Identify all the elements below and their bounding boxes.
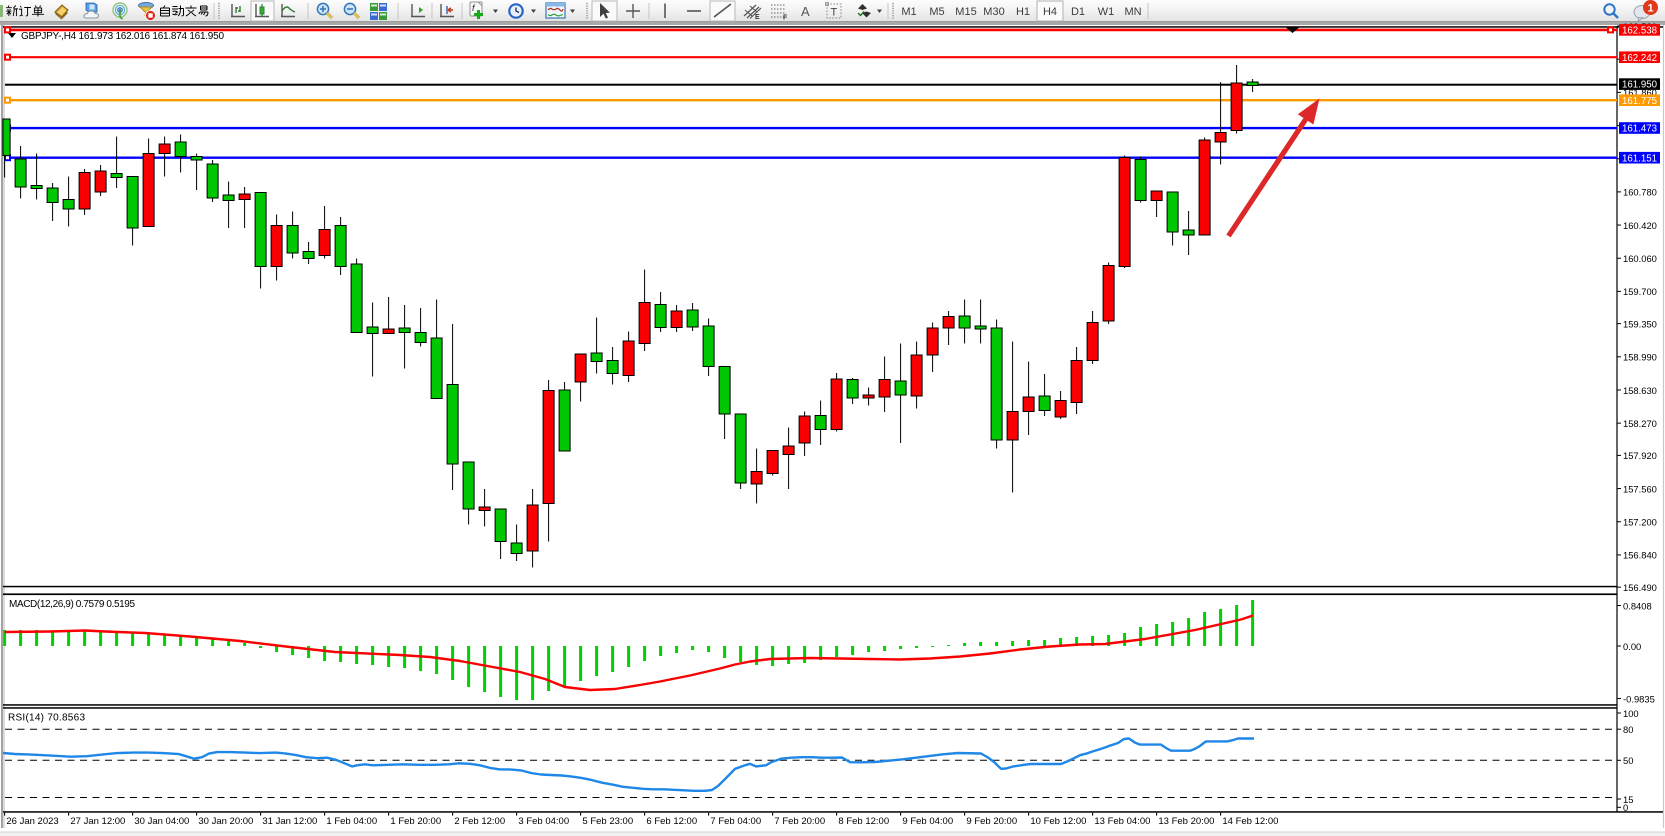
svg-text:7 Feb 04:00: 7 Feb 04:00 [710, 816, 761, 827]
svg-text:0: 0 [1623, 802, 1628, 813]
svg-text:26 Jan 2023: 26 Jan 2023 [6, 816, 58, 827]
svg-text:F: F [783, 15, 788, 22]
svg-text:31 Jan 12:00: 31 Jan 12:00 [262, 816, 317, 827]
svg-text:159.700: 159.700 [1623, 286, 1657, 297]
svg-text:MN: MN [1124, 6, 1141, 18]
svg-text:1: 1 [1647, 3, 1653, 15]
svg-text:161.775: 161.775 [1622, 96, 1657, 107]
svg-text:157.560: 157.560 [1623, 483, 1657, 494]
svg-text:3 Feb 04:00: 3 Feb 04:00 [518, 816, 569, 827]
svg-text:157.920: 157.920 [1623, 450, 1657, 461]
svg-text:161.860: 161.860 [1623, 87, 1657, 98]
svg-text:158.990: 158.990 [1623, 352, 1657, 363]
svg-text:80: 80 [1623, 724, 1633, 735]
svg-text:162.538: 162.538 [1622, 26, 1657, 37]
svg-text:9 Feb 20:00: 9 Feb 20:00 [966, 816, 1017, 827]
svg-text:MACD(12,26,9) 0.7579 0.5195: MACD(12,26,9) 0.7579 0.5195 [9, 599, 135, 610]
svg-text:0.8408: 0.8408 [1623, 600, 1652, 611]
svg-text:H4: H4 [1043, 6, 1057, 18]
svg-text:RSI(14) 70.8563: RSI(14) 70.8563 [8, 713, 85, 724]
svg-text:161.473: 161.473 [1622, 124, 1657, 135]
svg-text:A: A [801, 4, 810, 19]
svg-text:15: 15 [1623, 794, 1633, 805]
svg-text:27 Jan 12:00: 27 Jan 12:00 [70, 816, 125, 827]
svg-text:14 Feb 12:00: 14 Feb 12:00 [1222, 816, 1278, 827]
svg-text:GBPJPY-,H4 161.973 162.016 16: GBPJPY-,H4 161.973 162.016 161.874 161.9… [21, 31, 224, 42]
svg-text:f: f [472, 3, 476, 13]
svg-text:30 Jan 04:00: 30 Jan 04:00 [134, 816, 189, 827]
svg-text:10 Feb 12:00: 10 Feb 12:00 [1030, 816, 1086, 827]
svg-text:M5: M5 [929, 6, 944, 18]
svg-text:161.950: 161.950 [1622, 80, 1658, 91]
svg-text:T: T [831, 7, 838, 19]
svg-text:160.780: 160.780 [1623, 187, 1657, 198]
svg-text:160.420: 160.420 [1623, 220, 1657, 231]
svg-text:7 Feb 20:00: 7 Feb 20:00 [774, 816, 825, 827]
svg-text:M15: M15 [955, 6, 976, 18]
svg-text:162.242: 162.242 [1622, 53, 1657, 64]
svg-text:100: 100 [1623, 708, 1639, 719]
svg-text:156.840: 156.840 [1623, 550, 1657, 561]
svg-text:13 Feb 20:00: 13 Feb 20:00 [1158, 816, 1214, 827]
svg-text:158.630: 158.630 [1623, 385, 1657, 396]
svg-text:2 Feb 12:00: 2 Feb 12:00 [454, 816, 505, 827]
svg-text:E: E [755, 14, 760, 21]
svg-text:9 Feb 04:00: 9 Feb 04:00 [902, 816, 953, 827]
svg-text:-0.9835: -0.9835 [1623, 693, 1655, 704]
svg-text:W1: W1 [1098, 6, 1115, 18]
svg-text:159.350: 159.350 [1623, 318, 1657, 329]
svg-text:161.151: 161.151 [1622, 153, 1657, 164]
svg-text:158.270: 158.270 [1623, 418, 1657, 429]
svg-text:H1: H1 [1016, 6, 1030, 18]
svg-text:160.060: 160.060 [1623, 253, 1657, 264]
svg-text:30 Jan 20:00: 30 Jan 20:00 [198, 816, 253, 827]
svg-text:50: 50 [1623, 755, 1633, 766]
svg-text:5 Feb 23:00: 5 Feb 23:00 [582, 816, 633, 827]
svg-text:D1: D1 [1071, 6, 1085, 18]
svg-text:1 Feb 20:00: 1 Feb 20:00 [390, 816, 441, 827]
svg-text:13 Feb 04:00: 13 Feb 04:00 [1094, 816, 1150, 827]
svg-text:6 Feb 12:00: 6 Feb 12:00 [646, 816, 697, 827]
svg-text:M30: M30 [983, 6, 1004, 18]
svg-text:M1: M1 [901, 6, 916, 18]
svg-text:1 Feb 04:00: 1 Feb 04:00 [326, 816, 377, 827]
svg-text:156.490: 156.490 [1623, 582, 1657, 593]
svg-text:8 Feb 12:00: 8 Feb 12:00 [838, 816, 889, 827]
svg-text:0.00: 0.00 [1623, 641, 1641, 652]
svg-text:157.200: 157.200 [1623, 517, 1657, 528]
